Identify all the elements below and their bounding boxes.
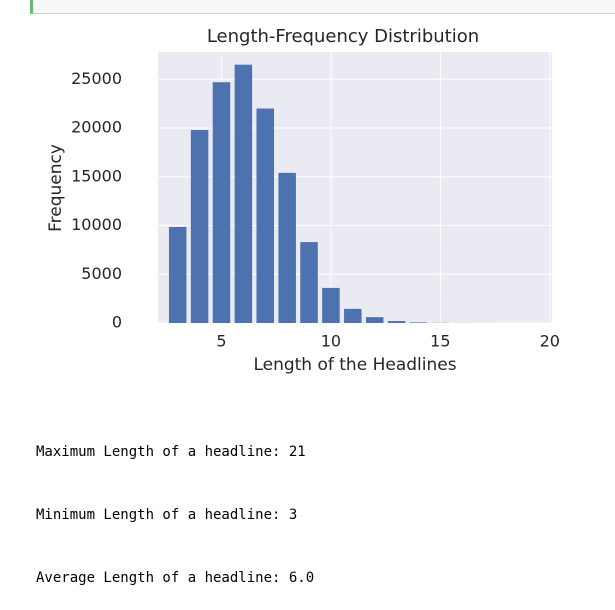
- bar: [366, 317, 384, 323]
- x-tick-label: 5: [216, 332, 226, 351]
- bar: [388, 321, 406, 323]
- y-tick-label: 5000: [81, 264, 122, 283]
- output-line: Maximum Length of a headline: 21: [36, 442, 314, 463]
- bar: [213, 82, 231, 323]
- bar: [300, 242, 318, 323]
- y-axis-label: Frequency: [46, 144, 66, 232]
- x-tick-label: 20: [540, 332, 560, 351]
- bar: [410, 322, 428, 323]
- bar: [191, 130, 209, 323]
- bar: [235, 65, 253, 323]
- bar: [344, 309, 362, 323]
- bar: [278, 173, 296, 323]
- bar: [257, 109, 275, 323]
- chart: Length-Frequency Distribution Length of …: [0, 0, 615, 390]
- y-tick-label: 0: [112, 313, 122, 332]
- output-line: Average Length of a headline: 6.0: [36, 568, 314, 589]
- x-tick-label: 15: [430, 332, 450, 351]
- y-tick-label: 10000: [71, 215, 122, 234]
- chart-title: Length-Frequency Distribution: [207, 26, 479, 47]
- page: Length-Frequency Distribution Length of …: [0, 0, 615, 476]
- bar: [322, 288, 340, 323]
- y-tick-label: 20000: [71, 118, 122, 137]
- bar: [169, 227, 187, 323]
- y-tick-label: 25000: [71, 69, 122, 88]
- output: Maximum Length of a headline: 21 Minimum…: [36, 400, 314, 610]
- x-axis-label: Length of the Headlines: [253, 355, 456, 375]
- x-tick-label: 10: [321, 332, 341, 351]
- y-tick-label: 15000: [71, 166, 122, 185]
- output-line: Minimum Length of a headline: 3: [36, 505, 314, 526]
